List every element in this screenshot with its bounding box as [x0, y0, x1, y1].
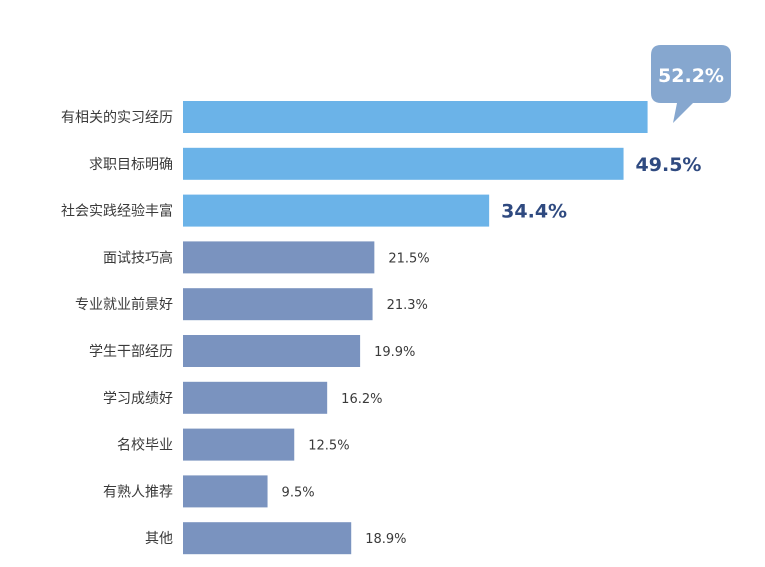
bar [183, 288, 373, 321]
category-label: 学习成绩好 [103, 391, 173, 407]
value-label: 21.5% [388, 251, 429, 266]
bar [183, 381, 328, 414]
value-label: 21.3% [387, 298, 428, 313]
category-label: 有相关的实习经历 [61, 110, 173, 126]
callout-shape [651, 45, 731, 123]
bar [183, 335, 361, 367]
category-label: 其他 [145, 531, 173, 547]
callout-label: 52.2% [658, 65, 724, 87]
value-label: 9.5% [282, 485, 315, 500]
bar [183, 101, 648, 133]
value-label: 19.9% [374, 345, 415, 360]
value-label: 18.9% [365, 532, 406, 547]
category-label: 有熟人推荐 [103, 484, 173, 500]
bar [183, 428, 295, 461]
bar [183, 475, 268, 508]
callout-bubble: 52.2% [651, 45, 731, 123]
value-label: 12.5% [308, 439, 349, 454]
category-label: 社会实践经验丰富 [61, 203, 173, 220]
category-label: 专业就业前景好 [75, 296, 173, 313]
bar [183, 522, 352, 555]
category-label: 名校毕业 [117, 437, 173, 454]
bar [183, 194, 490, 227]
category-label: 面试技巧高 [103, 249, 173, 266]
category-label: 学生干部经历 [89, 344, 173, 360]
category-label: 求职目标明确 [89, 157, 173, 173]
value-label: 49.5% [636, 154, 702, 176]
bar [183, 241, 375, 274]
value-label: 34.4% [501, 201, 567, 223]
bar [183, 147, 624, 180]
value-label: 16.2% [341, 392, 382, 407]
